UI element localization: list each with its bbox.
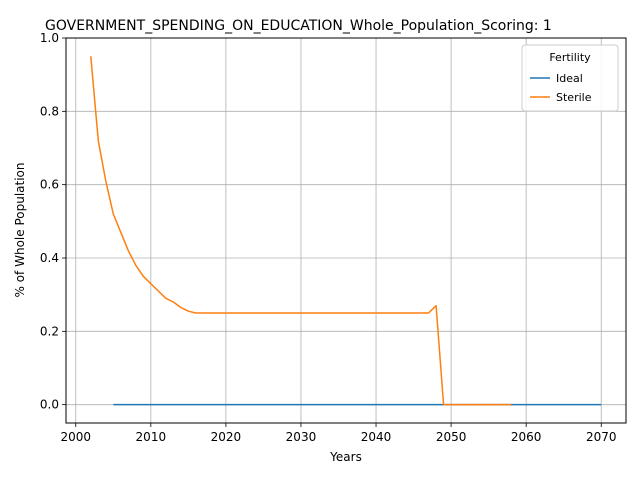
x-tick-label: 2040	[361, 430, 392, 444]
y-tick-label: 0.6	[40, 178, 59, 192]
y-tick-label: 0.4	[40, 251, 59, 265]
y-tick-label: 1.0	[40, 31, 59, 45]
legend: Fertility Ideal Sterile	[521, 44, 619, 112]
x-tick-label: 2000	[60, 430, 91, 444]
x-tick-label: 2050	[436, 430, 467, 444]
legend-label-sterile: Sterile	[556, 91, 592, 104]
x-tick-label: 2020	[211, 430, 242, 444]
series-layer	[90, 56, 602, 406]
x-tick-label: 2060	[511, 430, 542, 444]
x-tick-label: 2030	[286, 430, 317, 444]
series-line-sterile	[90, 56, 512, 406]
plot-frame	[65, 37, 627, 424]
ticks: 2000 2010 2020 2030 2040 2050 2060 2070 0.0 0.2 0.…	[40, 31, 617, 444]
x-axis-label: Years	[329, 450, 362, 464]
legend-title: Fertility	[549, 51, 591, 64]
y-tick-label: 0.0	[40, 398, 59, 412]
legend-box	[521, 44, 619, 112]
y-tick-label: 0.2	[40, 324, 59, 338]
x-tick-label: 2070	[586, 430, 617, 444]
legend-items: Ideal Sterile	[530, 72, 592, 104]
legend-label-ideal: Ideal	[556, 72, 583, 85]
y-tick-label: 0.8	[40, 104, 59, 118]
y-axis-label: % of Whole Population	[13, 163, 27, 298]
chart-title: GOVERNMENT_SPENDING_ON_EDUCATION_Whole_P…	[45, 18, 552, 34]
x-tick-label: 2010	[136, 430, 167, 444]
